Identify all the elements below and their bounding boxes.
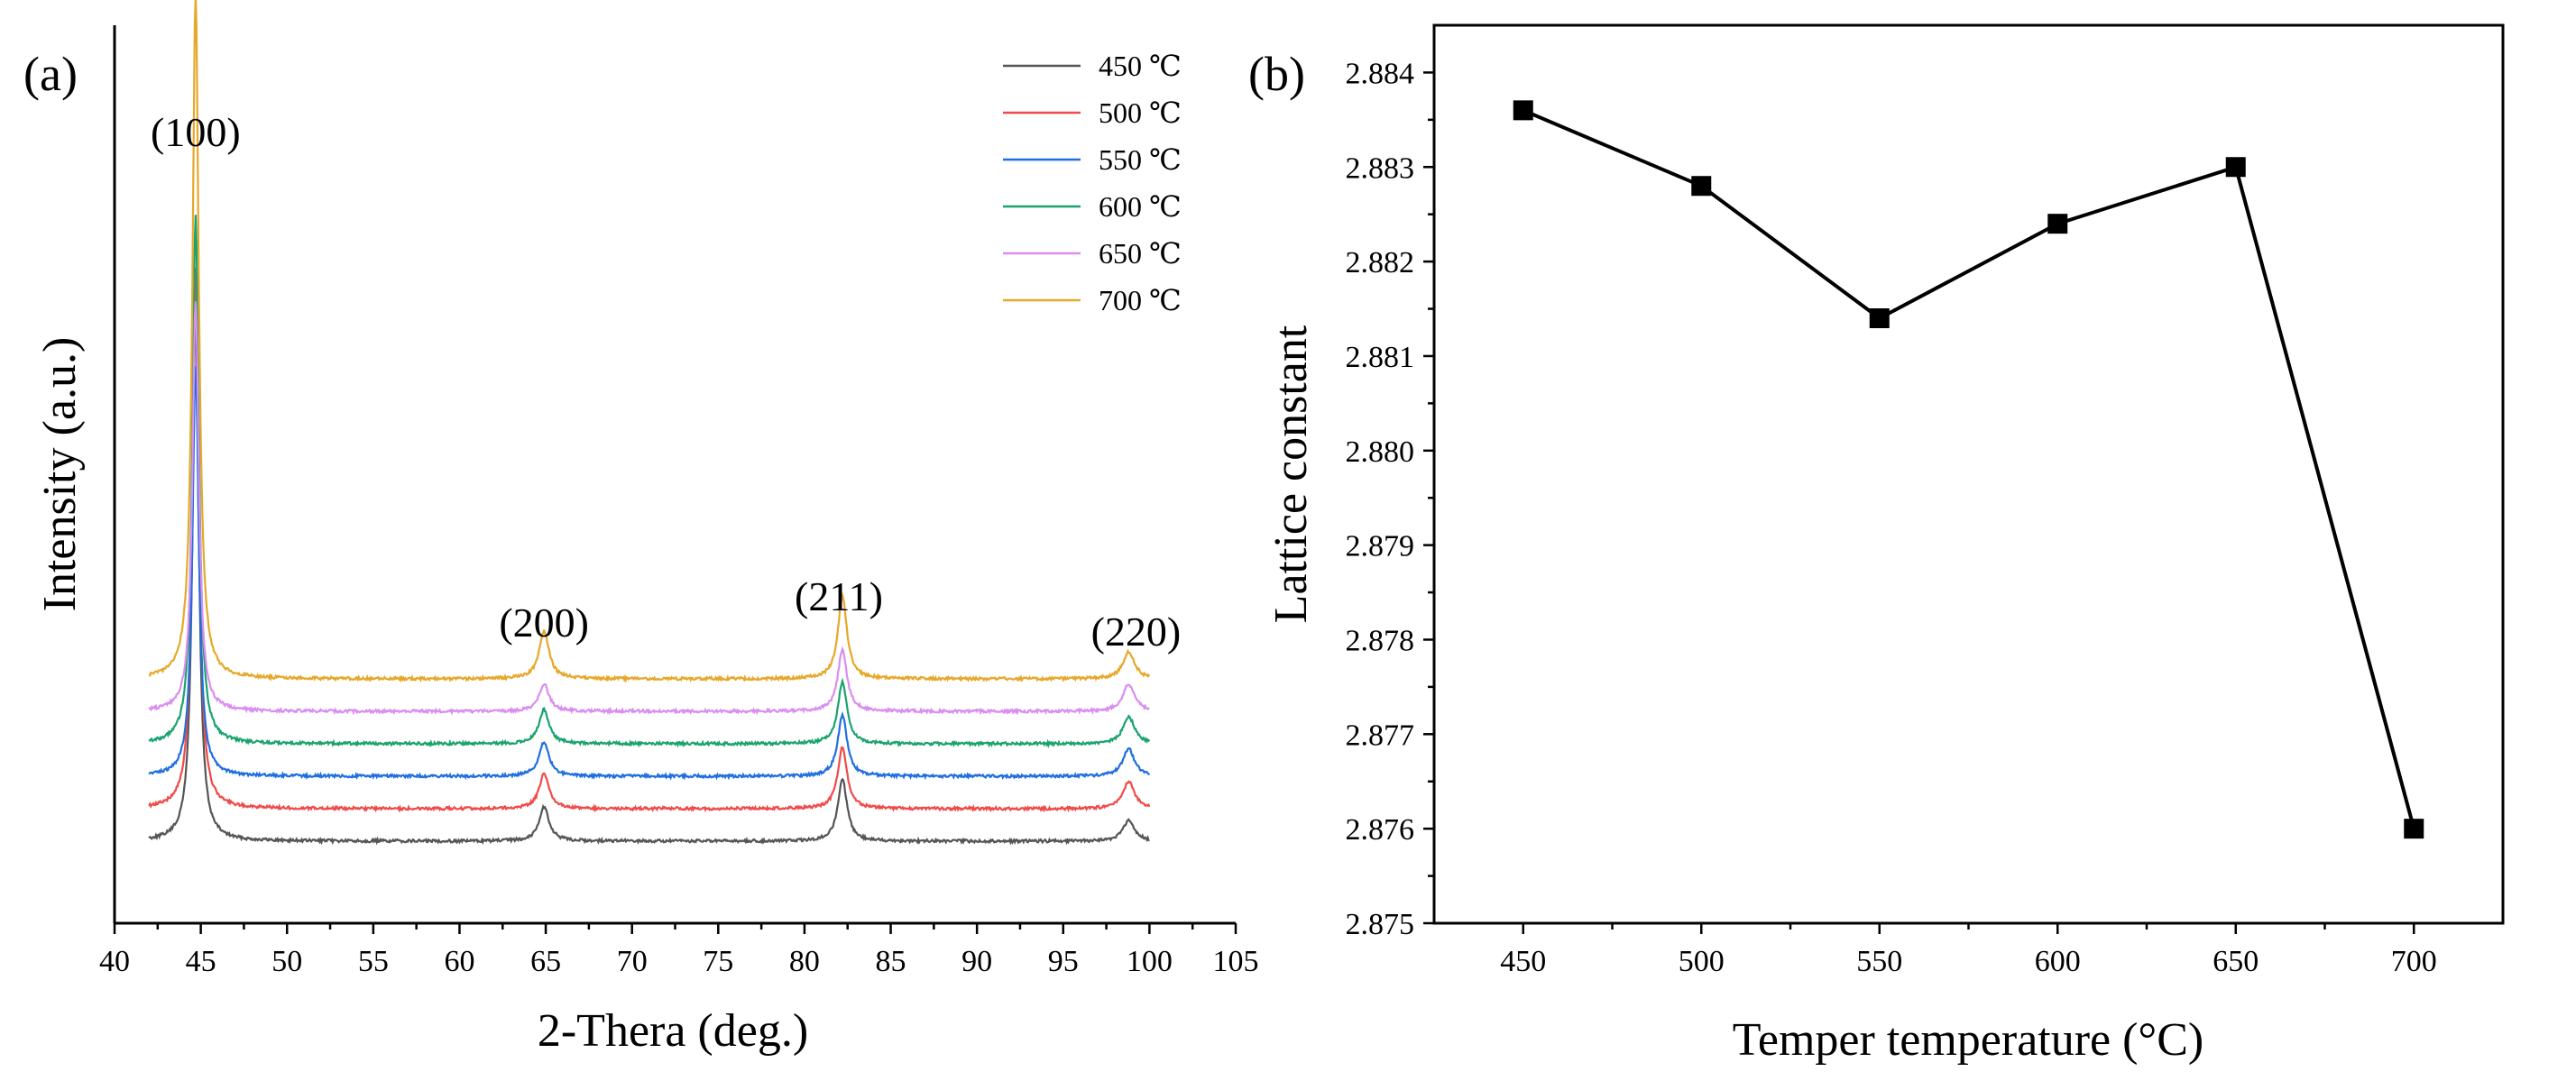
lattice-y-tick-label: 2.877 <box>1346 719 1415 752</box>
panel-b-label: (b) <box>1248 47 1305 101</box>
xrd-x-tick-label: 55 <box>358 945 389 978</box>
xrd-peak-label: (220) <box>1091 609 1182 655</box>
lattice-y-ticks: 2.875 2.876 2.877 2.878 2.879 2.880 2.881 2.882… <box>1346 57 1434 941</box>
xrd-series-line <box>148 314 1150 846</box>
lattice-x-tick-label: 650 <box>2213 945 2259 978</box>
xrd-legend-label: 600 ℃ <box>1099 190 1182 223</box>
xrd-x-tick-label: 70 <box>617 945 648 978</box>
xrd-x-tick-label: 90 <box>961 945 992 978</box>
xrd-x-tick-label: 85 <box>876 945 906 978</box>
lattice-y-tick-label: 2.878 <box>1346 624 1415 657</box>
xrd-panel: (a) 40 45 50 55 60 65 70 75 80 85 90 95 100 105 (100)… <box>23 0 1259 1057</box>
lattice-data-point <box>2404 819 2424 839</box>
lattice-y-tick-label: 2.876 <box>1346 813 1415 847</box>
lattice-data-point <box>2225 157 2246 178</box>
lattice-data-point <box>1691 176 1712 197</box>
xrd-x-axis-title: 2-Thera (deg.) <box>538 1005 808 1057</box>
xrd-x-tick-label: 105 <box>1213 945 1259 978</box>
lattice-x-ticks: 450 500 550 600 650 700 <box>1500 923 2437 978</box>
xrd-series-line <box>148 268 1151 813</box>
xrd-legend-label: 550 ℃ <box>1099 143 1182 176</box>
xrd-x-tick-label: 80 <box>789 945 820 978</box>
lattice-y-tick-label: 2.879 <box>1346 530 1415 563</box>
lattice-x-tick-label: 550 <box>1856 945 1902 978</box>
xrd-peak-label: (211) <box>795 573 883 619</box>
xrd-series-line <box>148 0 1151 683</box>
xrd-series-line <box>148 301 1150 716</box>
lattice-x-tick-label: 450 <box>1500 945 1546 978</box>
lattice-x-axis-title: Temper temperature (°C) <box>1733 1014 2203 1066</box>
lattice-series-line <box>1523 108 2416 829</box>
panel-a-label: (a) <box>23 47 78 101</box>
xrd-x-tick-label: 75 <box>703 945 733 978</box>
xrd-legend-label: 700 ℃ <box>1099 284 1182 316</box>
lattice-plot-frame <box>1432 23 2505 925</box>
lattice-y-tick-label: 2.883 <box>1346 151 1415 185</box>
xrd-peak-labels: (100) (200) (211) (220) <box>151 109 1181 655</box>
lattice-data-point <box>1869 308 1890 329</box>
lattice-y-axis-title: Lattice constant <box>1265 325 1317 623</box>
xrd-x-tick-label: 45 <box>186 945 216 978</box>
xrd-x-ticks: 40 45 50 55 60 65 70 75 80 85 90 95 100 105 <box>99 923 1259 978</box>
lattice-x-tick-label: 600 <box>2035 945 2081 978</box>
lattice-x-tick-label: 700 <box>2391 945 2437 978</box>
xrd-x-tick-label: 100 <box>1127 945 1173 978</box>
lattice-plot-area <box>1513 100 2424 839</box>
xrd-legend: 450 ℃ 500 ℃ 550 ℃ 600 ℃ 650 ℃ 700 ℃ <box>1003 50 1182 316</box>
lattice-y-tick-label: 2.875 <box>1346 908 1415 941</box>
lattice-x-tick-label: 500 <box>1679 945 1725 978</box>
lattice-y-tick-label: 2.880 <box>1346 435 1415 469</box>
xrd-x-tick-label: 40 <box>99 945 130 978</box>
xrd-x-tick-label: 60 <box>444 945 474 978</box>
xrd-y-axis-title: Intensity (a.u.) <box>34 337 86 612</box>
lattice-panel: (b) 2.8752.8762.8772.8782.8792.8802.8812… <box>1248 23 2505 1066</box>
xrd-x-tick-label: 50 <box>271 945 302 978</box>
xrd-legend-label: 500 ℃ <box>1099 96 1182 129</box>
xrd-series-line <box>148 215 1151 748</box>
lattice-y-tick-label: 2.884 <box>1346 57 1415 90</box>
xrd-peak-label: (100) <box>151 109 241 155</box>
xrd-legend-label: 650 ℃ <box>1099 237 1182 270</box>
xrd-x-tick-label: 65 <box>530 945 561 978</box>
xrd-peak-label: (200) <box>499 600 589 646</box>
xrd-x-tick-label: 95 <box>1048 945 1079 978</box>
xrd-series-line <box>148 366 1151 781</box>
lattice-data-point <box>1513 100 1533 121</box>
lattice-y-tick-label: 2.882 <box>1346 246 1415 279</box>
lattice-data-point <box>2047 214 2068 234</box>
xrd-plot-area <box>148 0 1151 846</box>
xrd-legend-label: 450 ℃ <box>1099 50 1182 82</box>
lattice-y-tick-label: 2.881 <box>1346 341 1415 374</box>
